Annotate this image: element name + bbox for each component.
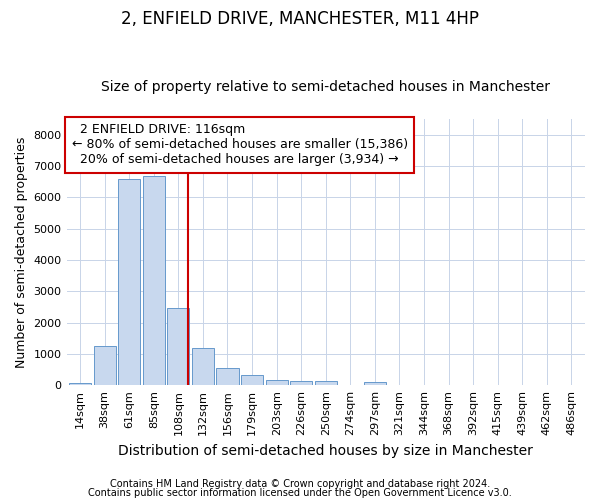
Text: Contains public sector information licensed under the Open Government Licence v3: Contains public sector information licen…: [88, 488, 512, 498]
Bar: [217, 368, 239, 385]
Y-axis label: Number of semi-detached properties: Number of semi-detached properties: [15, 136, 28, 368]
Bar: [364, 382, 386, 385]
Bar: [94, 346, 116, 385]
X-axis label: Distribution of semi-detached houses by size in Manchester: Distribution of semi-detached houses by …: [118, 444, 533, 458]
Bar: [266, 380, 287, 385]
Bar: [118, 178, 140, 385]
Text: 2 ENFIELD DRIVE: 116sqm  
← 80% of semi-detached houses are smaller (15,386)
  2: 2 ENFIELD DRIVE: 116sqm ← 80% of semi-de…: [72, 124, 408, 166]
Bar: [192, 348, 214, 385]
Bar: [143, 176, 165, 385]
Text: 2, ENFIELD DRIVE, MANCHESTER, M11 4HP: 2, ENFIELD DRIVE, MANCHESTER, M11 4HP: [121, 10, 479, 28]
Bar: [69, 382, 91, 385]
Bar: [315, 382, 337, 385]
Bar: [167, 308, 190, 385]
Title: Size of property relative to semi-detached houses in Manchester: Size of property relative to semi-detach…: [101, 80, 550, 94]
Bar: [241, 374, 263, 385]
Bar: [290, 381, 312, 385]
Text: Contains HM Land Registry data © Crown copyright and database right 2024.: Contains HM Land Registry data © Crown c…: [110, 479, 490, 489]
